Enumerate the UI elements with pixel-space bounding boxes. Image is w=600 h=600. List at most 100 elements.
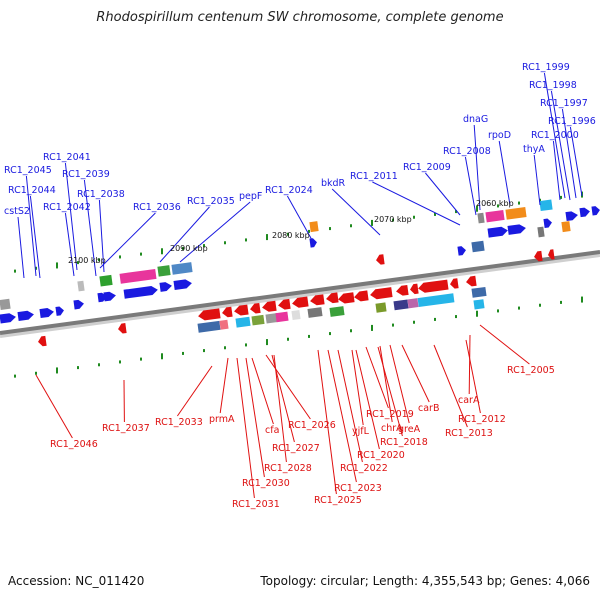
tick-row-bottom-tick	[455, 315, 457, 319]
leader-line	[389, 344, 410, 424]
leader-line	[473, 124, 481, 211]
leader-line	[433, 344, 468, 428]
leader-line	[543, 72, 566, 199]
protein-domain-box	[219, 319, 229, 330]
reverse-gene-arrow	[466, 275, 477, 287]
reverse-gene-arrow	[410, 283, 419, 295]
reverse-gene-arrow	[548, 249, 555, 260]
tick-row-top-tick	[245, 238, 247, 242]
forward-gene-arrow	[457, 246, 466, 256]
forward-gene-arrow	[487, 226, 508, 238]
top-gene-label: RC1_1999	[522, 62, 570, 73]
tick-row-bottom-tick	[182, 351, 184, 355]
reverse-gene-arrow	[450, 278, 459, 289]
protein-domain-box	[471, 286, 487, 298]
protein-domain-box	[407, 298, 419, 309]
bottom-gene-label: yjfL	[352, 426, 370, 437]
tick-row-bottom-tick	[266, 339, 268, 346]
tick-row-bottom-tick	[497, 309, 499, 313]
tick-row-top-tick	[140, 252, 142, 256]
protein-domain-box	[171, 262, 193, 275]
tick-row-top-tick	[539, 198, 541, 202]
leader-line	[219, 357, 229, 414]
scale-labels: 2100 kbp 2090 kbp 2080 kbp 2070 kbp 2060 kbp	[68, 199, 514, 265]
reverse-gene-arrow	[338, 292, 355, 304]
top-gene-label: RC1_2011	[350, 171, 398, 182]
bottom-gene-label: greA	[398, 424, 421, 435]
tick-row-top-tick	[182, 246, 184, 250]
top-gene-label: RC1_2035	[187, 196, 235, 207]
map-title: Rhodospirillum centenum SW chromosome, c…	[96, 10, 504, 25]
tick-row-bottom-tick	[476, 310, 478, 317]
protein-domain-box	[307, 307, 323, 318]
leader-line	[236, 357, 255, 499]
tick-row-bottom-tick	[56, 367, 58, 374]
leader-line	[401, 344, 430, 403]
tick-row-bottom-tick	[560, 300, 562, 304]
leader-line	[265, 354, 311, 420]
tick-row-top-tick	[518, 201, 520, 205]
scale-label-kbp: 2060 kbp	[476, 199, 514, 208]
forward-gene-arrow	[173, 279, 192, 290]
tick-row-top-tick	[350, 224, 352, 228]
reverse-gene-arrow	[310, 294, 325, 306]
top-gene-label: RC1_2042	[43, 202, 91, 213]
leader-line	[355, 349, 380, 450]
backbone-line	[0, 250, 600, 335]
leader-line	[365, 346, 389, 409]
tick-row-bottom-tick	[308, 334, 310, 338]
top-gene-label: RC1_2009	[403, 162, 451, 173]
bottom-gene-label: RC1_2020	[357, 450, 405, 461]
top-gene-label: cstS2	[4, 206, 30, 217]
leader-line	[533, 154, 541, 206]
protein-domain-box	[291, 310, 301, 321]
forward-gene-arrow	[591, 206, 600, 216]
tick-marks	[14, 191, 583, 378]
protein-domain-box	[119, 269, 157, 284]
forward-gene-arrow	[565, 211, 578, 222]
protein-domain-box	[539, 199, 553, 212]
tick-row-bottom-tick	[77, 366, 79, 370]
tick-row-bottom-tick	[350, 329, 352, 333]
tick-row-top-tick	[308, 229, 310, 233]
tick-row-bottom-tick	[35, 371, 37, 375]
bottom-gene-label: cfa	[265, 425, 279, 436]
bottom-gene-label: RC1_2022	[340, 463, 388, 474]
top-gene-label: pepF	[239, 191, 262, 202]
leader-line	[561, 108, 577, 199]
bottom-gene-label: prmA	[209, 414, 235, 425]
bottom-gene-label: RC1_2019	[366, 409, 414, 420]
protein-domain-box	[393, 299, 409, 311]
leader-line	[98, 199, 105, 273]
forward-gene-arrow	[0, 313, 16, 324]
protein-domain-box	[561, 221, 571, 233]
tick-row-top-tick	[224, 241, 226, 245]
tick-row-top-tick	[371, 219, 373, 226]
protein-domain-box	[265, 313, 279, 324]
leader-line	[179, 201, 251, 263]
bottom-gene-label: RC1_2027	[272, 443, 320, 454]
tick-row-bottom-tick	[140, 357, 142, 361]
top-gene-label: RC1_2038	[77, 189, 125, 200]
tick-row-top-tick	[287, 232, 289, 236]
leader-line	[468, 334, 471, 395]
forward-gene-arrow	[507, 224, 526, 235]
tick-row-bottom-tick	[203, 349, 205, 353]
leader-line	[464, 156, 477, 216]
leader-line	[176, 365, 213, 417]
leader-line	[569, 126, 583, 197]
protein-domain-box	[485, 210, 505, 223]
tick-row-top-tick	[392, 218, 394, 222]
tick-row-top-tick	[35, 266, 37, 270]
scale-label-kbp: 2100 kbp	[68, 256, 106, 265]
top-gene-label: bkdR	[321, 178, 346, 189]
leader-line	[35, 374, 73, 439]
top-gene-label: RC1_2045	[4, 165, 52, 176]
forward-gene-arrow	[39, 308, 54, 319]
leader-line	[465, 339, 481, 414]
forward-gene-arrow	[103, 291, 116, 302]
top-gene-label: RC1_1997	[540, 98, 588, 109]
leader-line	[552, 140, 561, 201]
forward-gene-arrow	[123, 286, 158, 299]
tick-row-bottom-tick	[539, 303, 541, 307]
